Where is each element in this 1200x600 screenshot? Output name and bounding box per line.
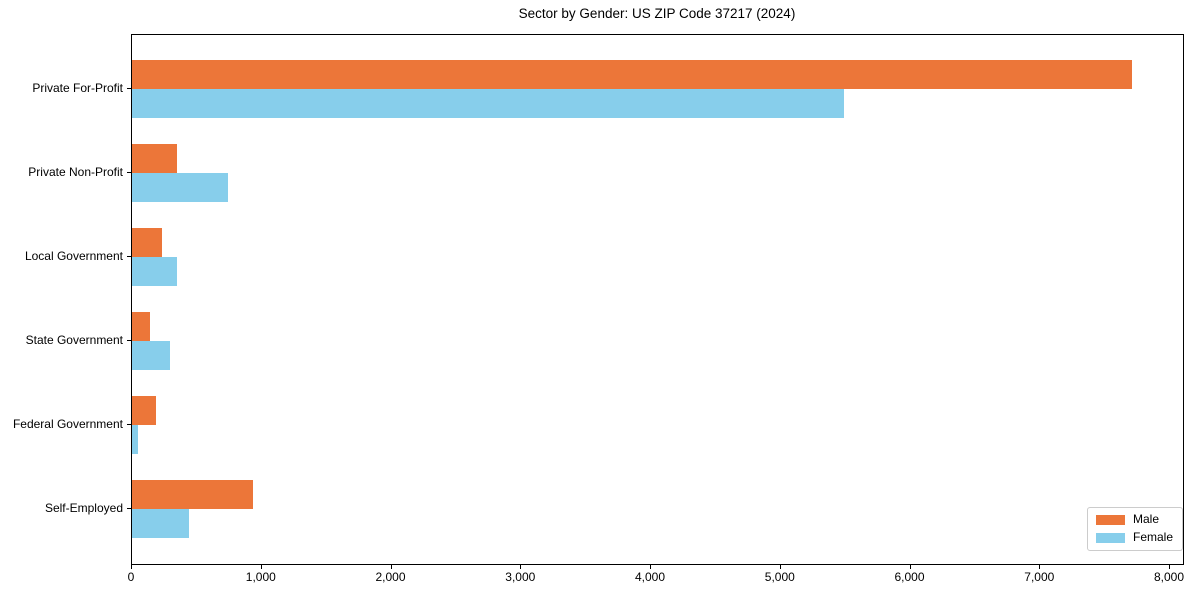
x-tick-mark [1169, 565, 1170, 569]
legend-item-female: Female [1096, 531, 1173, 544]
x-tick-mark [1039, 565, 1041, 569]
legend-label-male: Male [1133, 512, 1160, 526]
y-axis-label-federal-government: Federal Government [12, 417, 123, 431]
x-tick-mark [131, 565, 132, 569]
legend-label-female: Female [1133, 530, 1174, 544]
bar-female-local-government [132, 257, 178, 286]
x-axis-tick-label: 4,000 [634, 570, 666, 584]
x-axis-tick-label: 1,000 [245, 570, 276, 584]
chart-title: Sector by Gender: US ZIP Code 37217 (202… [518, 6, 796, 21]
y-tick-mark [127, 172, 131, 173]
x-axis-tick-label: 8,000 [1153, 570, 1185, 584]
x-tick-mark [260, 565, 262, 569]
legend: Male Female [1087, 507, 1184, 551]
y-tick-mark [127, 88, 131, 89]
x-axis-tick-label: 0 [127, 570, 135, 584]
y-axis-label-local-government: Local Government [24, 249, 123, 263]
bar-male-private-non-profit [132, 144, 178, 173]
y-tick-mark [127, 256, 131, 257]
x-axis-tick-label: 5,000 [764, 570, 795, 584]
bar-female-state-government [132, 341, 170, 370]
x-axis-tick-label: 3,000 [505, 570, 536, 584]
x-tick-mark [520, 565, 522, 569]
y-axis-label-private-for-profit: Private For-Profit [32, 81, 123, 95]
y-axis-label-private-non-profit: Private Non-Profit [28, 165, 123, 179]
bar-female-federal-government [132, 425, 138, 454]
bar-male-self-employed [132, 480, 253, 509]
x-tick-mark [650, 565, 651, 569]
bar-male-local-government [132, 228, 162, 257]
bar-male-federal-government [132, 396, 156, 425]
bar-male-state-government [132, 312, 151, 341]
bar-male-private-for-profit [132, 60, 1133, 89]
x-tick-mark [779, 565, 781, 569]
legend-item-male: Male [1096, 513, 1173, 526]
y-tick-mark [127, 424, 131, 425]
y-tick-mark [127, 508, 131, 509]
bar-female-private-non-profit [132, 173, 228, 202]
x-tick-mark [909, 565, 911, 569]
y-axis-label-self-employed: Self-Employed [44, 501, 123, 515]
bar-female-private-for-profit [132, 89, 845, 118]
plot-area [131, 34, 1184, 565]
bar-female-self-employed [132, 509, 190, 538]
y-tick-mark [127, 340, 131, 341]
x-tick-mark [390, 565, 392, 569]
legend-swatch-female [1096, 532, 1125, 543]
y-axis-label-state-government: State Government [25, 333, 123, 347]
x-axis-tick-label: 6,000 [894, 570, 925, 584]
x-axis-tick-label: 7,000 [1024, 570, 1055, 584]
x-axis-tick-label: 2,000 [375, 570, 406, 584]
legend-swatch-male [1096, 514, 1125, 525]
